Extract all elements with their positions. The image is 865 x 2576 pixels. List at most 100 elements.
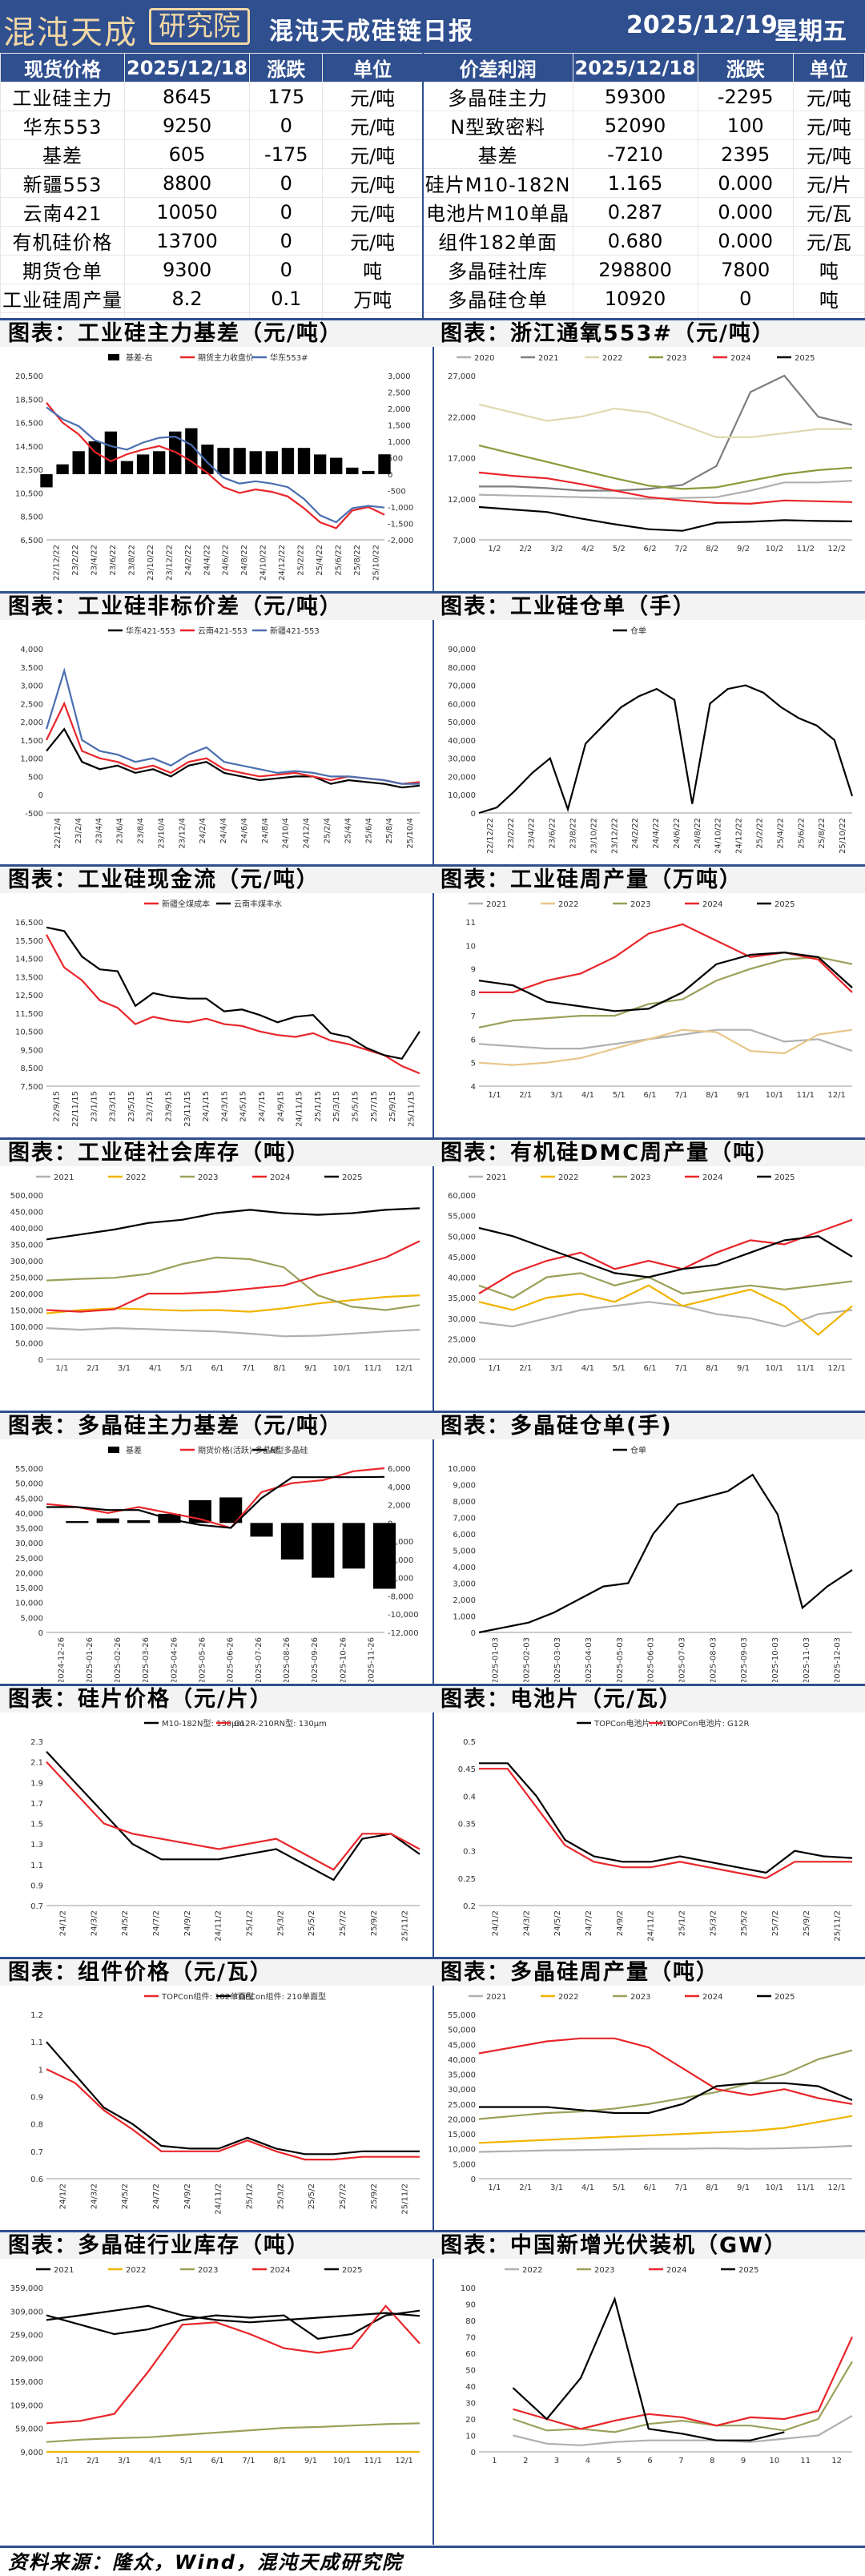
series-line: [478, 1028, 853, 1066]
x-tick-label: 25/3/2: [276, 2184, 285, 2209]
series-line: [46, 1240, 420, 1313]
price-table: 现货价格 2025/12/18 涨跌 单位 价差利润 2025/12/18 涨跌…: [0, 53, 865, 342]
x-tick-label: 23/3/15: [109, 1091, 118, 1122]
x-tick-label: 6/1: [644, 1364, 657, 1373]
legend-label: 2025: [774, 900, 795, 909]
y-tick-label: 200,000: [10, 1290, 43, 1299]
table-cell: 0: [697, 284, 794, 313]
x-tick-label: 24/6/4: [240, 818, 249, 843]
y-tick-label: 0.45: [458, 1765, 476, 1774]
series-line: [478, 2115, 853, 2144]
table-cell: 元/瓦: [792, 197, 865, 227]
x-tick-label: 1/1: [488, 1091, 501, 1100]
y-tick-label: 0.8: [30, 2121, 43, 2130]
x-tick-label: 2025-06-26: [227, 1637, 235, 1682]
table-header-row: 现货价格 2025/12/18 涨跌 单位 价差利润 2025/12/18 涨跌…: [0, 53, 865, 83]
series-line: [478, 1301, 853, 1328]
bar-mark: [120, 461, 134, 474]
y-tick-label: 11,500: [15, 1010, 43, 1019]
y-tick-label: 4,000: [20, 646, 43, 654]
report-title: 混沌天成硅链日报: [269, 18, 474, 46]
legend-label: TOPCon组件: 182单面型: [161, 1991, 254, 2002]
chart-panel: 图表：工业硅周产量（万吨） 2021 2022 2023 2024 2025 4 5 6 7 8 9 1…: [432, 864, 865, 1137]
series-line: [478, 1028, 853, 1053]
legend-label: 2022: [602, 354, 622, 363]
y2-tick-label: 1,500: [388, 422, 411, 431]
legend-label: 2023: [594, 2266, 614, 2275]
legend-label: 2024: [270, 1173, 290, 1182]
y-tick-label: 70: [465, 2334, 476, 2343]
table-cell: 298800: [572, 255, 698, 284]
legend-label: 2025: [774, 1993, 795, 2002]
chart-legend: 2021 2022 2023 2024 2025: [36, 1173, 362, 1182]
table-cell: 元/片: [792, 168, 865, 198]
table-header-cell: 2025/12/18: [572, 53, 698, 83]
y-tick-label: 259,000: [10, 2332, 43, 2341]
table-cell: 元/吨: [792, 82, 865, 111]
y-tick-label: 25,000: [448, 1335, 476, 1344]
x-tick-label: 2025-05-26: [198, 1637, 207, 1682]
y-tick-label: 0.5: [463, 1738, 476, 1747]
y-tick-label: 35,000: [448, 2071, 476, 2080]
footer-source: 资料来源：隆众，Wind，混沌天成研究院: [0, 2546, 865, 2576]
y-tick-label: 1.7: [30, 1800, 43, 1809]
x-tick-label: 10/1: [333, 1364, 351, 1373]
y-tick-label: 500: [28, 773, 43, 782]
x-tick-label: 25/8/22: [353, 545, 362, 576]
x-tick-label: 25/10/4: [406, 818, 415, 849]
x-tick-label: 25/5/2: [308, 1910, 316, 1936]
y-tick-label: 45,000: [15, 1495, 43, 1503]
y-tick-label: 7,000: [453, 537, 476, 545]
x-tick-label: 24/9/2: [616, 1910, 625, 1936]
table-cell: 基差: [421, 139, 573, 169]
chart-panel: 图表：工业硅仓单（手） 仓单 0 10,000 20,000 30,000 40,000 50…: [432, 591, 865, 864]
y-tick-label: 45,000: [448, 2041, 476, 2050]
y-tick-label: 10,000: [15, 1600, 43, 1608]
y-tick-label: 45,000: [448, 1254, 476, 1262]
x-tick-label: 24/1/2: [491, 1910, 500, 1936]
table-cell: 元/瓦: [792, 226, 865, 256]
chart-panel: 图表：组件价格（元/瓦） TOPCon组件: 182单面型 TOPCon组件: 21…: [0, 1957, 432, 2230]
bar-mark: [281, 448, 295, 474]
x-tick-label: 25/7/2: [339, 1910, 348, 1936]
y-tick-label: 0.25: [458, 1875, 476, 1884]
x-tick-label: 24/6/22: [673, 818, 682, 849]
legend-label: 2021: [486, 900, 506, 909]
table-cell: 8645: [123, 82, 251, 111]
x-tick-label: 2025-08-03: [709, 1637, 718, 1682]
table-cell: 华东553: [0, 111, 125, 140]
x-tick-label: 3: [554, 2457, 559, 2465]
y-tick-label: 30: [465, 2400, 476, 2409]
y-tick-label: 9: [471, 966, 476, 975]
table-cell: -2295: [697, 82, 794, 111]
chart-svg: 2020 2021 2022 2023 2024 2025 7,000 12,000 17,00…: [448, 354, 853, 553]
series-line: [478, 1226, 853, 1278]
series-line: [46, 1207, 420, 1241]
legend-label: 2024: [730, 354, 750, 363]
x-tick-label: 4/2: [581, 545, 594, 553]
x-tick-label: 23/8/22: [569, 818, 578, 849]
y-tick-label: 30,000: [448, 2086, 476, 2095]
y-tick-label: 0.7: [30, 2148, 43, 2157]
series-line: [479, 1762, 853, 1874]
y2-tick-label: 2,000: [388, 1502, 411, 1511]
y-tick-label: 100: [461, 2284, 476, 2293]
table-cell: 吨: [792, 255, 865, 284]
table-cell: 元/吨: [322, 82, 424, 111]
x-tick-label: 2/1: [519, 1091, 532, 1100]
x-tick-label: 25/11/2: [401, 1910, 410, 1942]
y-tick-label: 30,000: [15, 1540, 43, 1548]
table-cell: 0.287: [572, 197, 698, 227]
y-tick-label: 80,000: [448, 664, 476, 673]
logo-badge: 研究院: [149, 8, 250, 45]
y-tick-label: 2,000: [453, 1596, 476, 1605]
y-tick-label: 1,500: [20, 737, 43, 746]
table-cell: 多晶硅主力: [421, 82, 573, 111]
x-tick-label: 25/1/2: [245, 1910, 254, 1936]
y-tick-label: 300,000: [10, 1258, 43, 1266]
y-tick-label: 15,000: [448, 2131, 476, 2139]
y-tick-label: 6,000: [453, 1531, 476, 1540]
